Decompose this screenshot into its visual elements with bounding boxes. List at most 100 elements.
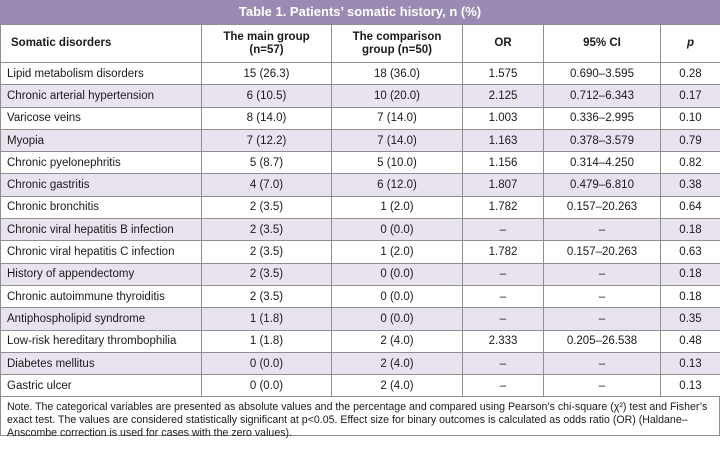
table-row: Lipid metabolism disorders 15 (26.3) 18 (3… — [0, 61, 720, 86]
header-comparison-line1: The comparison — [352, 30, 442, 43]
cell-ci: 0.479–6.810 — [543, 173, 661, 197]
cell-disorder: Chronic pyelonephritis — [0, 151, 202, 175]
cell-comparison-group: 0 (0.0) — [331, 284, 463, 309]
cell-disorder: Chronic bronchitis — [0, 195, 202, 220]
cell-p: 0.35 — [660, 307, 720, 331]
table-title: Table 1. Patients’ somatic history, n (%… — [0, 0, 720, 24]
cell-p: 0.48 — [660, 329, 720, 353]
header-or: OR — [462, 24, 544, 63]
cell-comparison-group: 1 (2.0) — [331, 195, 463, 220]
cell-or: – — [462, 307, 544, 331]
cell-comparison-group: 5 (10.0) — [331, 151, 463, 175]
cell-or: 1.156 — [462, 151, 544, 175]
cell-p: 0.82 — [660, 151, 720, 175]
cell-main-group: 2 (3.5) — [201, 195, 332, 220]
cell-main-group: 8 (14.0) — [201, 106, 332, 130]
cell-main-group: 2 (3.5) — [201, 262, 332, 286]
cell-disorder: Chronic arterial hypertension — [0, 84, 202, 108]
header-ci: 95% CI — [543, 24, 661, 63]
cell-comparison-group: 7 (14.0) — [331, 128, 463, 153]
header-main-group: The main group (n=57) — [201, 24, 332, 63]
cell-ci: – — [543, 284, 661, 309]
table-row: Chronic viral hepatitis C infection 2 (3.… — [0, 240, 720, 264]
table-container: Table 1. Patients’ somatic history, n (%… — [0, 0, 720, 439]
cell-main-group: 4 (7.0) — [201, 173, 332, 197]
cell-p: 0.13 — [660, 351, 720, 376]
cell-main-group: 2 (3.5) — [201, 284, 332, 309]
cell-disorder: History of appendectomy — [0, 262, 202, 286]
cell-comparison-group: 6 (12.0) — [331, 173, 463, 197]
cell-p: 0.63 — [660, 240, 720, 264]
cell-p: 0.10 — [660, 106, 720, 130]
cell-ci: – — [543, 262, 661, 286]
cell-main-group: 1 (1.8) — [201, 307, 332, 331]
cell-or: – — [462, 262, 544, 286]
cell-ci: 0.378–3.579 — [543, 128, 661, 153]
cell-main-group: 2 (3.5) — [201, 240, 332, 264]
header-p: p — [660, 24, 720, 63]
cell-comparison-group: 0 (0.0) — [331, 262, 463, 286]
cell-or: 1.575 — [462, 61, 544, 86]
cell-or: 1.163 — [462, 128, 544, 153]
cell-ci: 0.712–6.343 — [543, 84, 661, 108]
table-row: Chronic autoimmune thyroiditis 2 (3.5) 0 (… — [0, 284, 720, 309]
cell-main-group: 1 (1.8) — [201, 329, 332, 353]
cell-comparison-group: 0 (0.0) — [331, 218, 463, 242]
table-row: History of appendectomy 2 (3.5) 0 (0.0) – –0… — [0, 262, 720, 286]
table-body: Lipid metabolism disorders 15 (26.3) 18 (3… — [0, 61, 720, 398]
cell-disorder: Myopia — [0, 128, 202, 153]
table-row: Chronic bronchitis 2 (3.5) 1 (2.0) 1.782 0.1… — [0, 195, 720, 220]
cell-disorder: Lipid metabolism disorders — [0, 61, 202, 86]
cell-comparison-group: 2 (4.0) — [331, 351, 463, 376]
cell-comparison-group: 10 (20.0) — [331, 84, 463, 108]
cell-ci: – — [543, 374, 661, 398]
cell-or: – — [462, 218, 544, 242]
table-row: Chronic gastritis 4 (7.0) 6 (12.0) 1.807 0.4… — [0, 173, 720, 197]
cell-disorder: Varicose veins — [0, 106, 202, 130]
cell-main-group: 6 (10.5) — [201, 84, 332, 108]
table-row: Chronic viral hepatitis B infection 2 (3.… — [0, 218, 720, 242]
table-row: Varicose veins 8 (14.0) 7 (14.0) 1.003 0.336… — [0, 106, 720, 130]
cell-or: 1.782 — [462, 195, 544, 220]
cell-disorder: Chronic autoimmune thyroiditis — [0, 284, 202, 309]
cell-ci: 0.205–26.538 — [543, 329, 661, 353]
cell-p: 0.79 — [660, 128, 720, 153]
cell-main-group: 2 (3.5) — [201, 218, 332, 242]
table-row: Low-risk hereditary thrombophilia 1 (1.8)… — [0, 329, 720, 353]
cell-comparison-group: 1 (2.0) — [331, 240, 463, 264]
cell-comparison-group: 2 (4.0) — [331, 329, 463, 353]
table-note: Note. The categorical variables are pres… — [0, 397, 720, 439]
cell-or: – — [462, 351, 544, 376]
cell-main-group: 7 (12.2) — [201, 128, 332, 153]
cell-main-group: 0 (0.0) — [201, 351, 332, 376]
cell-p: 0.64 — [660, 195, 720, 220]
cell-comparison-group: 18 (36.0) — [331, 61, 463, 86]
cell-ci: 0.336–2.995 — [543, 106, 661, 130]
header-disorders: Somatic disorders — [0, 24, 202, 63]
cell-or: 1.003 — [462, 106, 544, 130]
cell-ci: – — [543, 307, 661, 331]
cell-or: 1.782 — [462, 240, 544, 264]
cell-disorder: Chronic viral hepatitis C infection — [0, 240, 202, 264]
header-row: Somatic disorders The main group (n=57) … — [0, 24, 720, 63]
cell-or: 2.333 — [462, 329, 544, 353]
somatic-history-table: Somatic disorders The main group (n=57) … — [0, 24, 720, 398]
table-row: Chronic arterial hypertension 6 (10.5) 10 … — [0, 84, 720, 108]
cell-disorder: Low-risk hereditary thrombophilia — [0, 329, 202, 353]
cell-disorder: Gastric ulcer — [0, 374, 202, 398]
header-main-group-line2: (n=57) — [249, 43, 284, 56]
table-row: Myopia 7 (12.2) 7 (14.0) 1.163 0.378–3.579 0.… — [0, 128, 720, 153]
cell-or: – — [462, 284, 544, 309]
table-row: Diabetes mellitus 0 (0.0) 2 (4.0) – –0.13 — [0, 351, 720, 376]
cell-p: 0.13 — [660, 374, 720, 398]
table-row: Antiphospholipid syndrome 1 (1.8) 0 (0.0) –… — [0, 307, 720, 331]
table-row: Gastric ulcer 0 (0.0) 2 (4.0) – –0.13 — [0, 374, 720, 398]
header-comparison-line2: group (n=50) — [362, 43, 432, 56]
table-row: Chronic pyelonephritis 5 (8.7) 5 (10.0) 1.1… — [0, 151, 720, 175]
cell-ci: 0.690–3.595 — [543, 61, 661, 86]
cell-p: 0.18 — [660, 218, 720, 242]
cell-or: 1.807 — [462, 173, 544, 197]
cell-ci: 0.314–4.250 — [543, 151, 661, 175]
cell-p: 0.18 — [660, 262, 720, 286]
cell-p: 0.17 — [660, 84, 720, 108]
